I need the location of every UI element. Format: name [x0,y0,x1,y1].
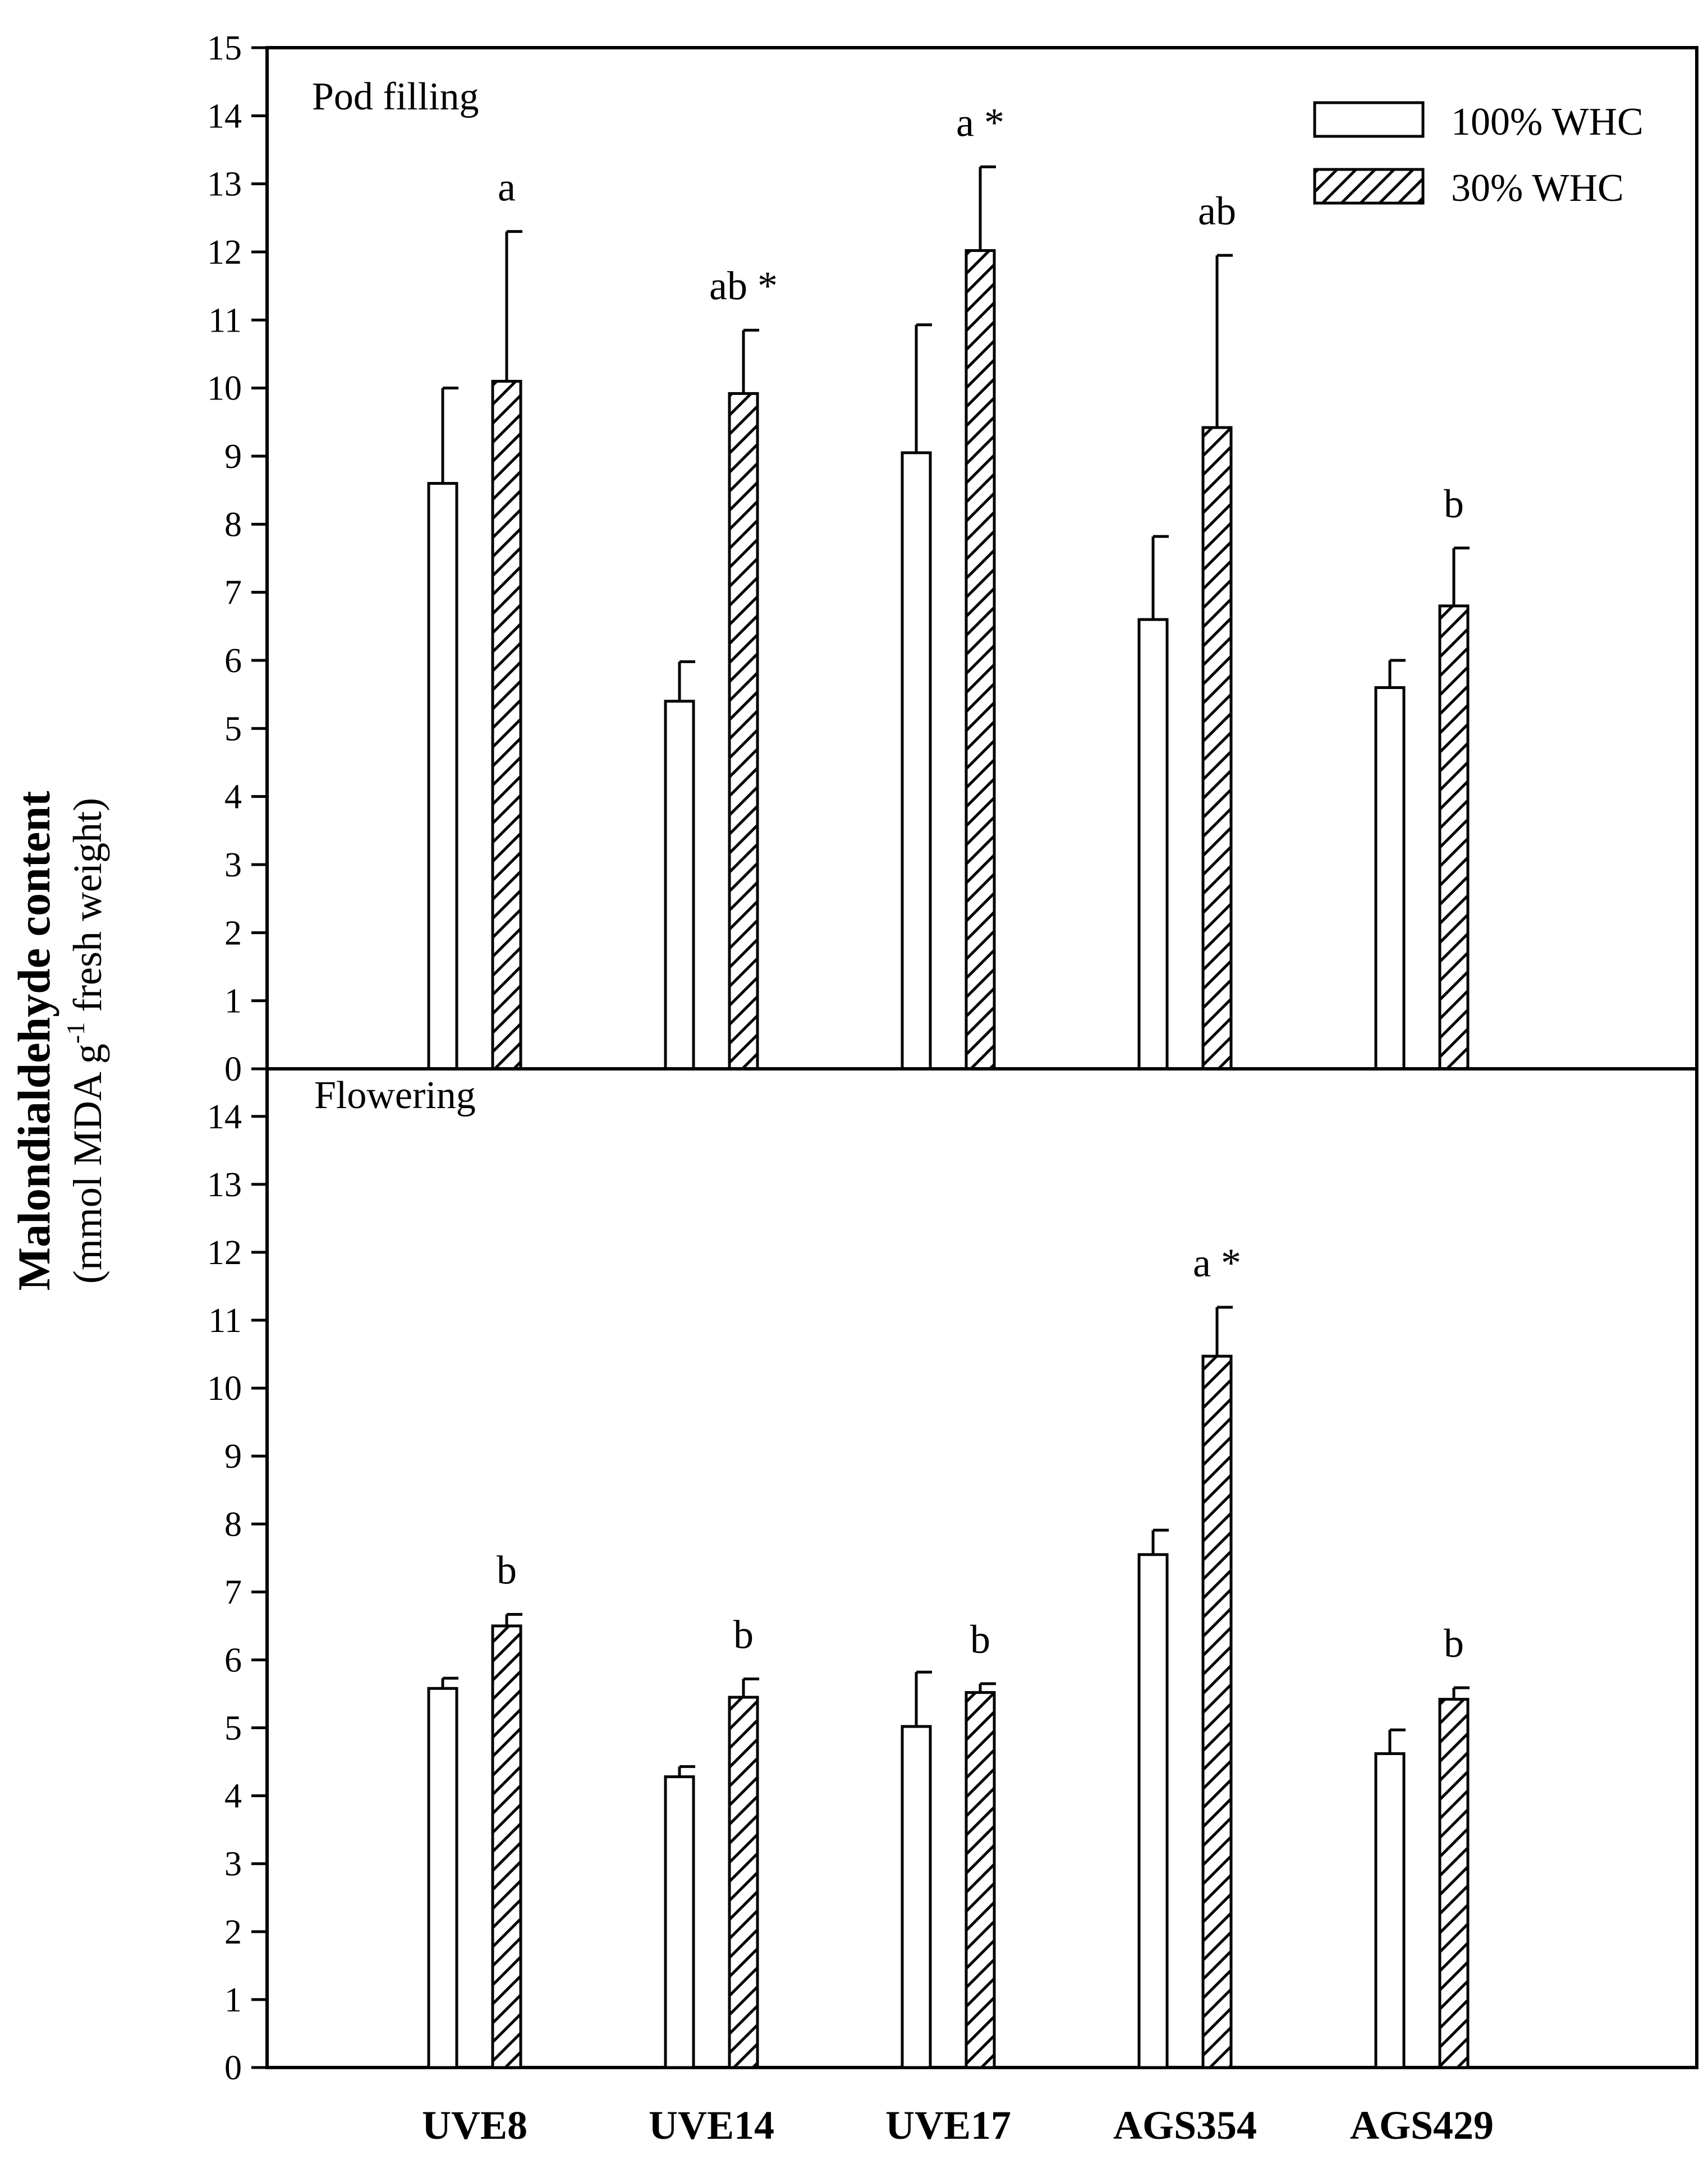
pod-filling-bar-ags354-30-whc [1201,426,1233,1071]
flowering-tick-label-4: 4 [224,1777,242,1816]
flowering-tick-label-0: 0 [224,2049,242,2087]
pod-filling-bar-uve17-100-whc [901,451,932,1071]
flowering-bar-ags354-100-whc [1137,1553,1169,2069]
flowering-tick-label-5: 5 [224,1710,242,1748]
pod-filling-annotation-ags354: ab [1198,189,1236,233]
flowering-annotation-ags354: a * [1193,1241,1241,1285]
x-axis-category-labels: UVE8 UVE14 UVE17 AGS354 AGS429 [422,2103,1494,2148]
flowering-tick-label-14: 14 [207,1098,242,1136]
y-axis-unit: (mmol MDA g-1 fresh weight) [61,798,110,1284]
flowering-tick-label-11: 11 [208,1302,242,1340]
pod-filling-annotation-ags429: b [1444,481,1464,526]
pod-filling-tick-label-0: 0 [224,1050,242,1088]
flowering-tick-label-8: 8 [224,1505,242,1543]
pod-filling-tick-label-11: 11 [208,301,242,339]
category-label-ags354: AGS354 [1113,2103,1257,2148]
flowering-tick-label-7: 7 [224,1573,242,1611]
flowering-tick-label-10: 10 [207,1370,242,1408]
pod-filling-tick-label-3: 3 [224,846,242,884]
flowering-annotation-uve14: b [733,1612,754,1657]
legend-label-100-whc: 100% WHC [1451,100,1643,144]
flowering-bar-ags429-30-whc [1438,1698,1470,2069]
legend-swatch-30-whc [1313,168,1425,205]
flowering-bar-ags429-100-whc [1374,1752,1406,2069]
flowering-tick-label-13: 13 [207,1166,242,1204]
category-label-ags429: AGS429 [1350,2103,1494,2148]
category-label-uve8: UVE8 [422,2103,527,2148]
category-label-uve14: UVE14 [649,2103,774,2148]
flowering-tick-label-6: 6 [224,1641,242,1679]
pod-filling-tick-label-8: 8 [224,506,242,544]
pod-filling-tick-label-5: 5 [224,710,242,748]
flowering-bar-ags354-30-whc [1201,1354,1233,2069]
pod-filling-tick-label-4: 4 [224,778,242,816]
flowering-bars: b b b a * b [427,1241,1470,2069]
y-axis-unit-before: (mmol MDA g [65,1044,110,1284]
pod-filling-tick-label-2: 2 [224,914,242,952]
pod-filling-title: Pod filling [312,75,479,118]
pod-filling-tick-label-1: 1 [224,982,242,1021]
flowering-bar-uve14-30-whc [728,1696,759,2069]
pod-filling-tick-label-10: 10 [207,370,242,408]
pod-filling-annotation-uve8: a [498,165,516,210]
legend-swatch-100-whc [1313,101,1425,138]
pod-filling-bars: a ab * a * ab b [427,100,1470,1071]
legend: 100% WHC 30% WHC [1313,100,1643,210]
pod-filling-tick-label-15: 15 [207,29,242,67]
y-axis-unit-sup: -1 [61,1022,90,1044]
pod-filling-tick-label-7: 7 [224,574,242,612]
pod-filling-bar-ags429-100-whc [1374,686,1406,1071]
category-label-uve17: UVE17 [885,2103,1011,2148]
pod-filling-annotation-uve14: ab * [709,264,778,309]
flowering-tick-label-3: 3 [224,1845,242,1883]
flowering-annotation-ags429: b [1444,1621,1464,1666]
pod-filling-tick-label-12: 12 [207,233,242,272]
flowering-bar-uve14-100-whc [664,1775,695,2069]
pod-filling-annotation-uve17: a * [956,100,1004,145]
pod-filling-tick-label-6: 6 [224,642,242,680]
pod-filling-tick-label-13: 13 [207,166,242,204]
y-axis-title: Malondialdehyde content [8,791,59,1291]
pod-filling-bar-uve14-30-whc [728,392,759,1071]
pod-filling-bar-uve14-100-whc [664,700,695,1071]
flowering-bar-uve17-30-whc [965,1691,996,2069]
flowering-bar-uve8-30-whc [491,1624,522,2069]
flowering-tick-label-1: 1 [224,1981,242,2019]
pod-filling-tick-label-14: 14 [207,97,242,135]
pod-filling-bar-ags429-30-whc [1438,604,1470,1071]
legend-label-30-whc: 30% WHC [1451,167,1624,210]
flowering-tick-label-12: 12 [207,1234,242,1272]
pod-filling-tick-label-9: 9 [224,438,242,476]
flowering-annotation-uve8: b [497,1547,517,1592]
flowering-annotation-uve17: b [970,1617,990,1662]
pod-filling-bar-uve8-30-whc [491,380,522,1071]
y-axis-unit-after: fresh weight) [65,798,110,1022]
pod-filling-bar-ags354-100-whc [1137,618,1169,1071]
pod-filling-bar-uve8-100-whc [427,482,458,1071]
pod-filling-bar-uve17-30-whc [965,249,996,1071]
flowering-tick-label-2: 2 [224,1913,242,1951]
flowering-bar-uve17-100-whc [901,1725,932,2069]
flowering-title: Flowering [314,1074,476,1117]
flowering-bar-uve8-100-whc [427,1687,458,2069]
flowering-tick-label-9: 9 [224,1437,242,1476]
